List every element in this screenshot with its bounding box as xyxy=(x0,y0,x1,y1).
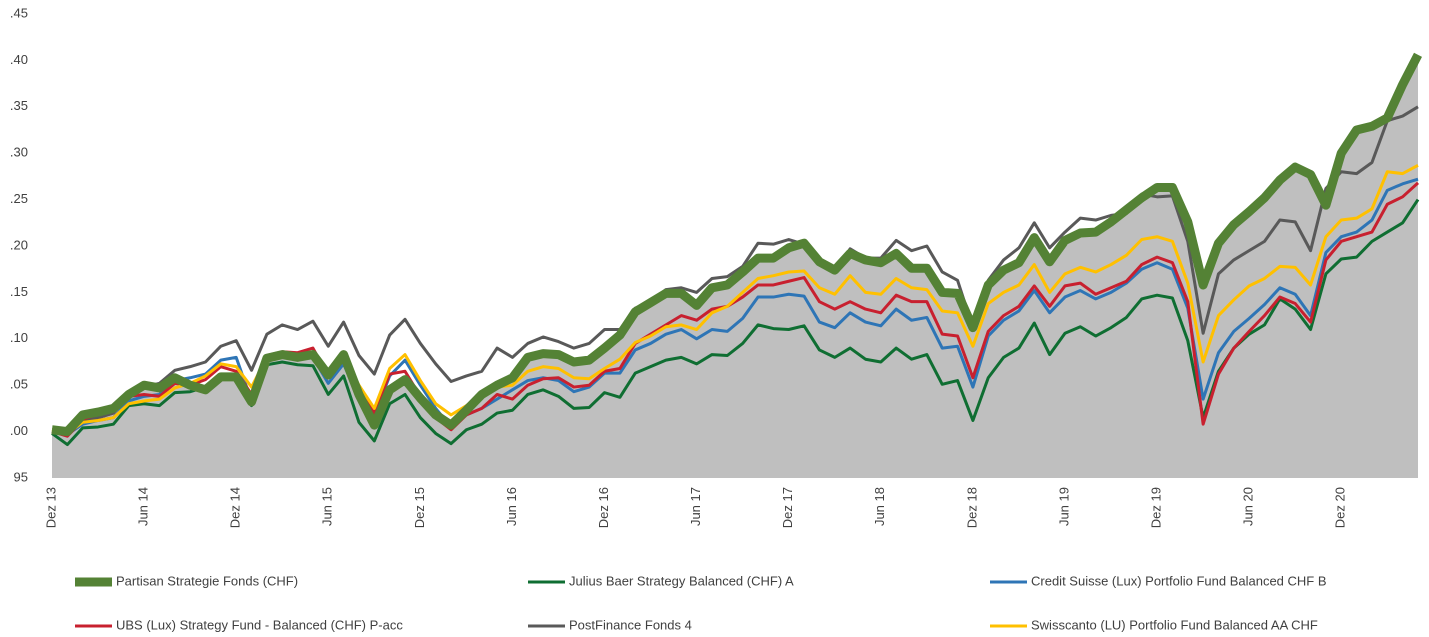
x-tick-label: Jun 15 xyxy=(320,487,335,526)
legend-label: Credit Suisse (Lux) Portfolio Fund Balan… xyxy=(1031,573,1327,588)
x-tick-label: Dez 16 xyxy=(596,487,611,528)
x-tick-label: Dez 17 xyxy=(780,487,795,528)
x-tick-label: Jun 14 xyxy=(136,487,151,526)
x-tick-label: Dez 20 xyxy=(1333,487,1348,528)
y-tick-label: .25 xyxy=(10,191,28,206)
y-tick-label: .05 xyxy=(10,377,28,392)
y-tick-label: .30 xyxy=(10,145,28,160)
x-tick-label: Dez 14 xyxy=(228,487,243,528)
legend-label: Partisan Strategie Fonds (CHF) xyxy=(116,573,298,588)
x-tick-label: Dez 15 xyxy=(412,487,427,528)
y-tick-label: .45 xyxy=(10,5,28,20)
legend-label: UBS (Lux) Strategy Fund - Balanced (CHF)… xyxy=(116,617,403,632)
legend-label: Swisscanto (LU) Portfolio Fund Balanced … xyxy=(1031,617,1318,632)
legend-label: Julius Baer Strategy Balanced (CHF) A xyxy=(569,573,794,588)
x-tick-label: Jun 19 xyxy=(1056,487,1071,526)
y-tick-label: .20 xyxy=(10,237,28,252)
x-tick-label: Dez 19 xyxy=(1149,487,1164,528)
series-line xyxy=(51,52,1422,437)
area xyxy=(52,54,1418,478)
x-tick-label: Jun 16 xyxy=(504,487,519,526)
y-tick-label: .00 xyxy=(10,423,28,438)
x-tick-label: Jun 17 xyxy=(688,487,703,526)
x-tick-label: Dez 13 xyxy=(43,487,58,528)
legend-label: PostFinance Fonds 4 xyxy=(569,617,692,632)
y-tick-label: .10 xyxy=(10,330,28,345)
x-tick-label: Dez 18 xyxy=(964,487,979,528)
y-tick-label: .40 xyxy=(10,52,28,67)
y-tick-label: .35 xyxy=(10,98,28,113)
series-line xyxy=(51,198,1420,447)
y-tick-label: .15 xyxy=(10,284,28,299)
x-tick-label: Jun 18 xyxy=(872,487,887,526)
x-tick-label: Jun 20 xyxy=(1241,487,1256,526)
y-tick-label: 95 xyxy=(14,469,28,484)
series-line xyxy=(52,105,1419,432)
